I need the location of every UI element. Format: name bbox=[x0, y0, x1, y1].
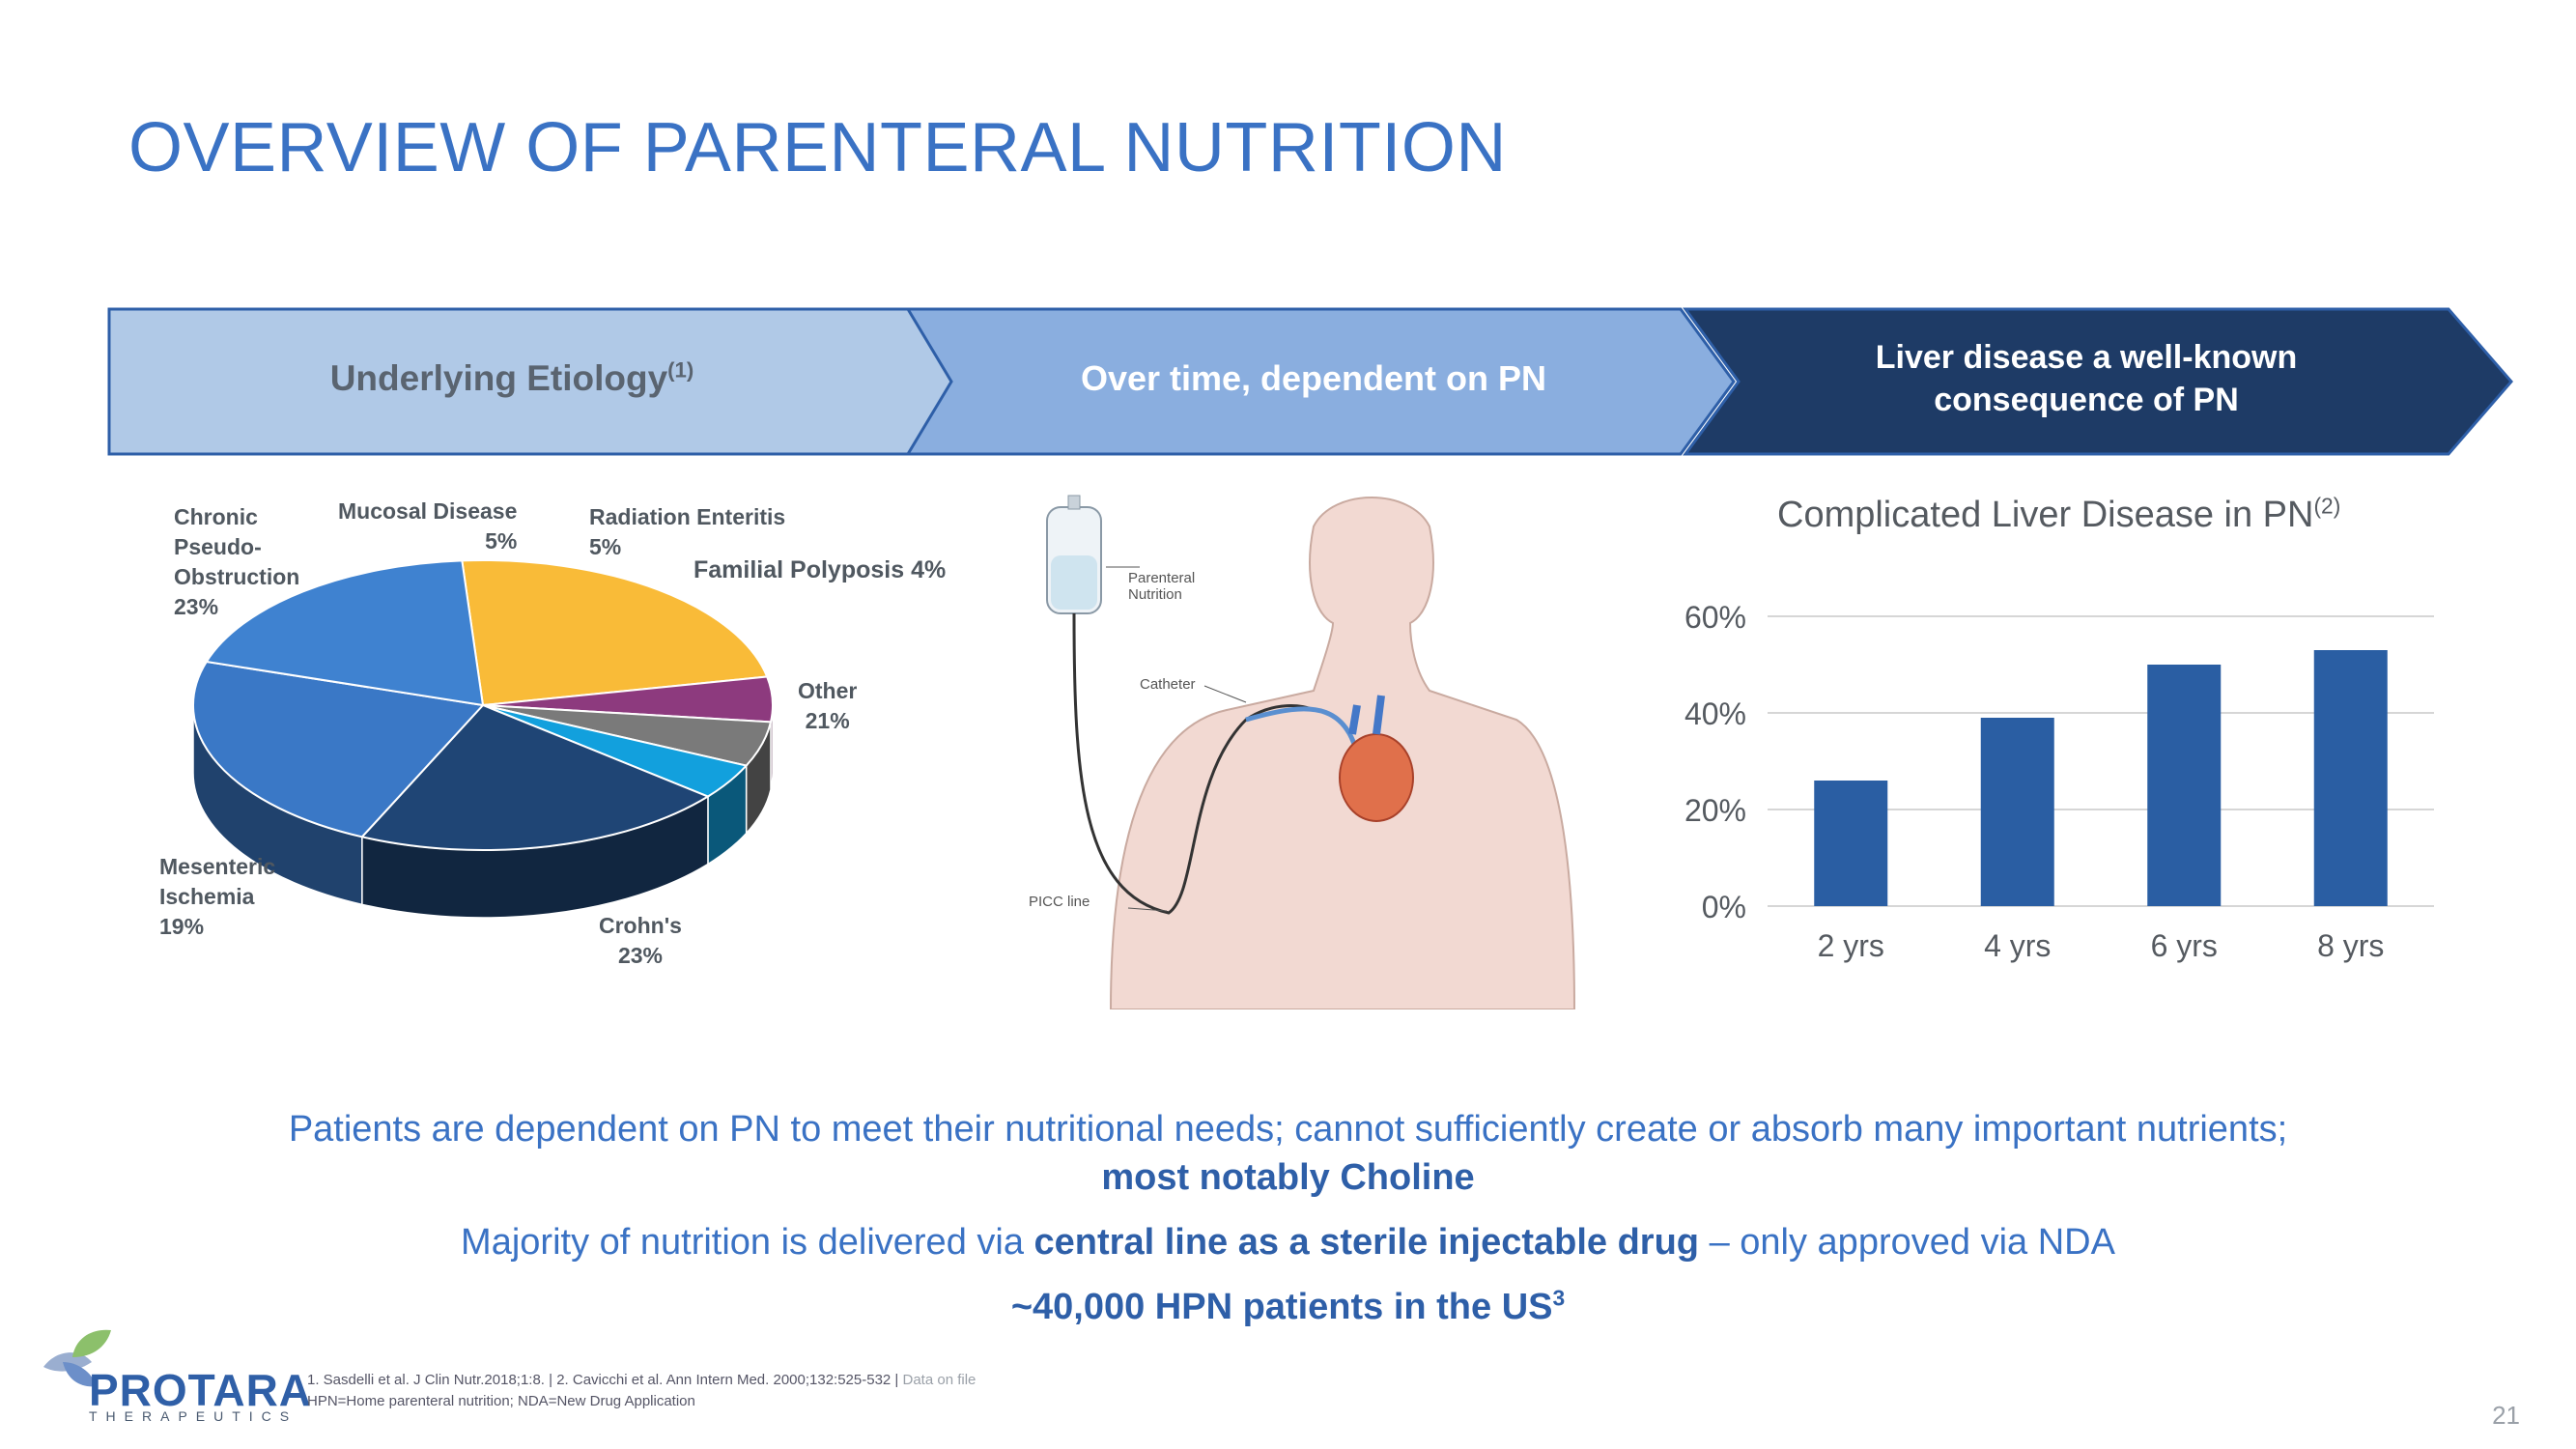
pie-label-chronic: Chronic Pseudo- Obstruction 23% bbox=[174, 504, 300, 619]
etiology-pie-chart bbox=[193, 559, 774, 919]
bar-6-yrs bbox=[2147, 665, 2222, 906]
bar-2-yrs bbox=[1814, 781, 1888, 906]
x-tick-label: 2 yrs bbox=[1818, 928, 1884, 963]
y-tick-label: 0% bbox=[1702, 890, 1746, 924]
iv-bag-icon bbox=[1046, 495, 1102, 614]
pie-slice-4 bbox=[359, 703, 711, 851]
chevron-liver-label: Liver disease a well-known consequence of… bbox=[1875, 339, 2298, 418]
pie-label-familial: Familial Polyposis 4% bbox=[694, 556, 947, 583]
logo-subtitle: THERAPEUTICS bbox=[89, 1408, 298, 1424]
pie-label-mucosal: Mucosal Disease 5% bbox=[338, 498, 518, 554]
catheter-leader bbox=[1203, 685, 1247, 703]
chevron-etiology-label: Underlying Etiology(1) bbox=[329, 357, 694, 398]
message-line-3: Majority of nutrition is delivered via c… bbox=[461, 1222, 2115, 1263]
x-tick-label: 6 yrs bbox=[2151, 928, 2218, 963]
message-line-2: most notably Choline bbox=[1101, 1157, 1475, 1198]
pie-label-crohns: Crohn's 23% bbox=[599, 913, 682, 968]
footnote-refs: 1. Sasdelli et al. J Clin Nutr.2018;1:8.… bbox=[307, 1372, 977, 1388]
page-number: 21 bbox=[2492, 1401, 2520, 1430]
picc-leader bbox=[1127, 907, 1168, 912]
pn-illustration bbox=[1046, 495, 1576, 1009]
heart-icon bbox=[1339, 695, 1414, 822]
bar-8-yrs bbox=[2313, 650, 2388, 906]
pie-label-other: Other 21% bbox=[798, 678, 858, 733]
bar-chart-title: Complicated Liver Disease in PN(2) bbox=[1777, 493, 2341, 535]
catheter-label: Catheter bbox=[1140, 676, 1196, 693]
message-line-1: Patients are dependent on PN to meet the… bbox=[288, 1109, 2288, 1150]
x-tick-label: 8 yrs bbox=[2317, 928, 2384, 963]
x-tick-label: 4 yrs bbox=[1984, 928, 2051, 963]
bar-4-yrs bbox=[1980, 718, 2054, 906]
liver-disease-bar-chart: 0% 20% 40% 60% 2 yrs 4 yrs 6 yrs 8 yrs bbox=[1684, 600, 2434, 963]
protara-leaf-icon bbox=[43, 1329, 111, 1387]
logo-name: PROTARA bbox=[89, 1365, 313, 1415]
message-line-4: ~40,000 HPN patients in the US3 bbox=[1010, 1285, 1566, 1327]
pie-slice-5 bbox=[193, 660, 485, 838]
pie-slice-0 bbox=[461, 559, 769, 707]
page-title: OVERVIEW OF PARENTERAL NUTRITION bbox=[128, 109, 1507, 186]
chevron-liver bbox=[1683, 307, 2513, 456]
chevron-dependent bbox=[905, 307, 1736, 456]
picc-label: PICC line bbox=[1029, 894, 1090, 910]
picc-line-tube bbox=[1072, 612, 1315, 915]
pie-slice-6 bbox=[205, 559, 485, 707]
process-chevrons bbox=[107, 307, 2513, 456]
y-tick-label: 40% bbox=[1684, 696, 1746, 731]
footnote-abbrev: HPN=Home parenteral nutrition; NDA=New D… bbox=[307, 1393, 695, 1409]
person-figure bbox=[1109, 497, 1576, 1009]
y-tick-label: 60% bbox=[1684, 600, 1746, 635]
y-tick-label: 20% bbox=[1684, 793, 1746, 828]
pie-label-radiation: Radiation Enteritis 5% bbox=[589, 504, 786, 559]
bag-label: Parenteral Nutrition bbox=[1128, 570, 1196, 603]
chevron-dependent-label: Over time, dependent on PN bbox=[1080, 358, 1547, 398]
pie-label-mesenteric: Mesenteric Ischemia 19% bbox=[159, 854, 276, 939]
